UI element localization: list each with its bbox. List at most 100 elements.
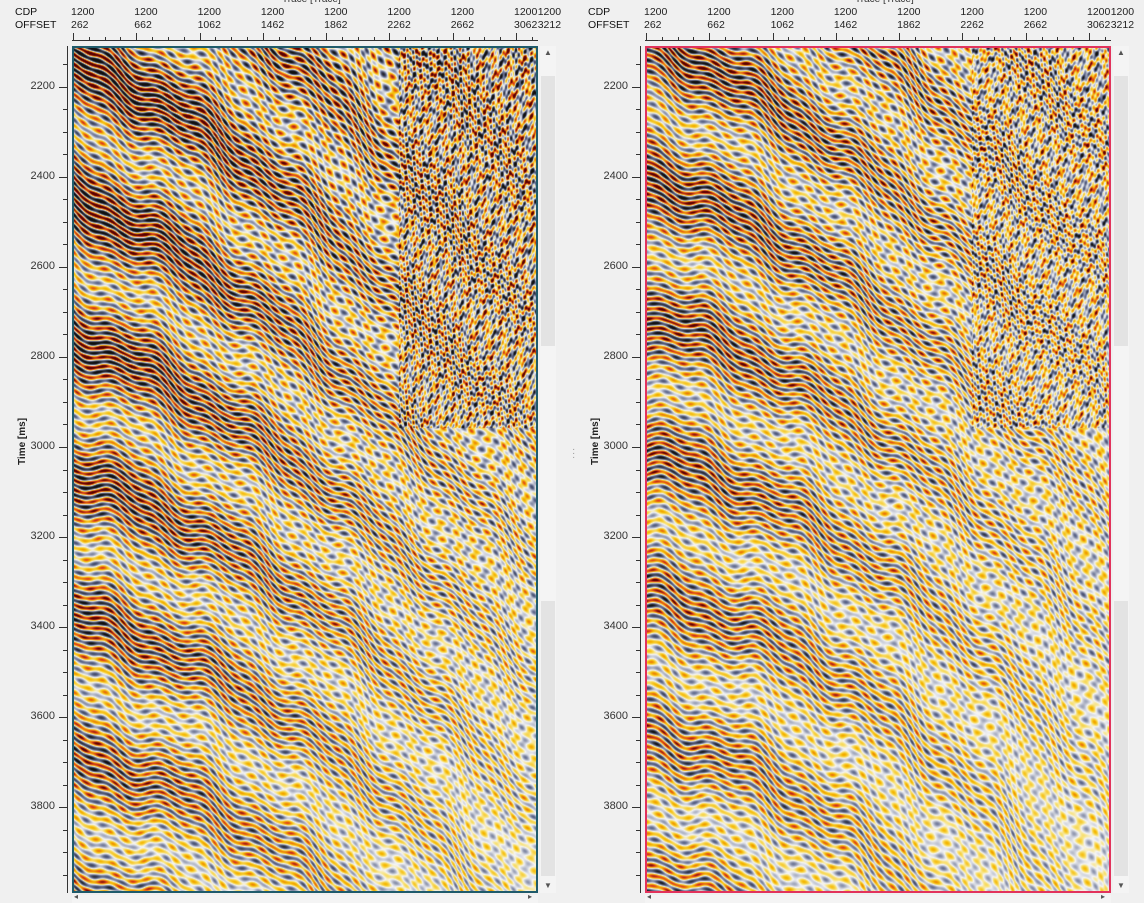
y-tick [63, 784, 67, 786]
offset-value: 3212 [1110, 19, 1135, 31]
x-tick [804, 37, 806, 40]
y-tick [636, 244, 640, 246]
scroll-left-arrow-icon[interactable]: ◂ [74, 892, 79, 901]
y-tick [63, 289, 67, 291]
y-tick [636, 784, 640, 786]
y-tick [636, 739, 640, 741]
seismic-section[interactable] [72, 46, 538, 893]
x-tick [278, 37, 280, 40]
horizontal-scrollbar[interactable]: ◂ ▸ [645, 892, 1111, 903]
x-tick [978, 37, 980, 40]
y-tick [63, 424, 67, 426]
offset-value: 662 [134, 19, 152, 31]
x-tick-label: 1200 1462 [834, 6, 857, 32]
x-tick [262, 33, 264, 40]
x-tick [820, 37, 822, 40]
x-tick [152, 37, 154, 40]
offset-value: 2662 [450, 19, 475, 31]
scroll-down-arrow-icon[interactable]: ▼ [1117, 881, 1125, 890]
cdp-value: 1200 [1087, 6, 1111, 18]
vertical-scrollbar[interactable]: ▲ ▼ [540, 46, 556, 893]
x-tick [661, 37, 663, 40]
x-tick-label: 1200 662 [707, 6, 730, 32]
y-tick [636, 829, 640, 831]
x-tick [436, 37, 438, 40]
cdp-value: 1200 [197, 6, 221, 18]
x-tick-label: 1200 262 [644, 6, 667, 32]
y-tick [632, 176, 640, 178]
y-tick [63, 582, 67, 584]
offset-value: 1062 [770, 19, 794, 31]
scroll-up-arrow-icon[interactable]: ▲ [1117, 48, 1125, 57]
y-tick [63, 401, 67, 403]
x-tick-label: 1200 1862 [324, 6, 347, 32]
y-tick [636, 649, 640, 651]
x-tick [136, 33, 138, 40]
y-tick-label: 3600 [603, 710, 628, 723]
y-tick [636, 492, 640, 494]
y-tick-label: 3400 [30, 620, 55, 633]
y-tick-label: 3800 [603, 800, 628, 813]
y-tick [636, 379, 640, 381]
scroll-right-arrow-icon[interactable]: ▸ [1101, 892, 1106, 901]
x-tick [693, 37, 695, 40]
cdp-row-label: CDP [588, 6, 611, 18]
x-tick-label: 1200 3212 [538, 6, 561, 32]
scroll-up-arrow-icon[interactable]: ▲ [544, 48, 552, 57]
y-tick-label: 3800 [30, 800, 55, 813]
horizontal-scrollbar[interactable]: ◂ ▸ [72, 892, 538, 903]
cdp-value: 1200 [1023, 6, 1048, 18]
panel-splitter[interactable]: · · · [572, 444, 576, 463]
scroll-left-arrow-icon[interactable]: ◂ [647, 892, 652, 901]
offset-value: 1062 [197, 19, 221, 31]
y-tick [632, 627, 640, 629]
x-tick [788, 37, 790, 40]
vertical-scrollbar[interactable]: ▲ ▼ [1113, 46, 1129, 893]
seismic-section[interactable] [645, 46, 1111, 893]
y-tick [636, 154, 640, 156]
scroll-down-arrow-icon[interactable]: ▼ [544, 881, 552, 890]
x-tick [772, 33, 774, 40]
x-tick [1025, 33, 1027, 40]
x-tick [73, 33, 74, 40]
x-tick-label: 1200 2262 [387, 6, 410, 32]
offset-value: 3062 [514, 19, 538, 31]
x-tick [231, 37, 233, 40]
offset-value: 1862 [324, 19, 348, 31]
y-tick [63, 514, 67, 516]
scrollbar-thumb[interactable] [541, 76, 555, 346]
cdp-value: 1200 [260, 6, 285, 18]
x-tick [1057, 37, 1059, 40]
x-axis-line [72, 40, 538, 41]
x-tick [531, 37, 533, 40]
y-tick [63, 334, 67, 336]
x-tick [994, 37, 996, 40]
cdp-value: 1200 [134, 6, 158, 18]
x-tick [294, 37, 296, 40]
scrollbar-track-lower [541, 601, 555, 876]
y-tick [63, 829, 67, 831]
offset-row-label: OFFSET [15, 19, 57, 31]
y-tick [636, 199, 640, 201]
x-tick [756, 37, 758, 40]
x-tick [1073, 37, 1075, 40]
offset-value: 1462 [833, 19, 858, 31]
y-tick-label: 3000 [30, 439, 55, 452]
scrollbar-thumb[interactable] [1114, 76, 1128, 346]
x-tick-label: 1200 2262 [960, 6, 983, 32]
y-tick [59, 86, 67, 88]
y-tick [636, 852, 640, 854]
y-tick [59, 537, 67, 539]
x-tick [914, 37, 916, 40]
y-tick-label: 3400 [603, 620, 628, 633]
scroll-right-arrow-icon[interactable]: ▸ [528, 892, 533, 901]
x-axis-line [645, 40, 1111, 41]
offset-value: 2662 [1023, 19, 1048, 31]
y-tick [63, 874, 67, 876]
y-tick [636, 109, 640, 111]
offset-value: 2262 [960, 19, 984, 31]
y-tick [59, 356, 67, 358]
cdp-value: 1200 [897, 6, 921, 18]
y-tick [632, 807, 640, 809]
x-tick [484, 37, 486, 40]
